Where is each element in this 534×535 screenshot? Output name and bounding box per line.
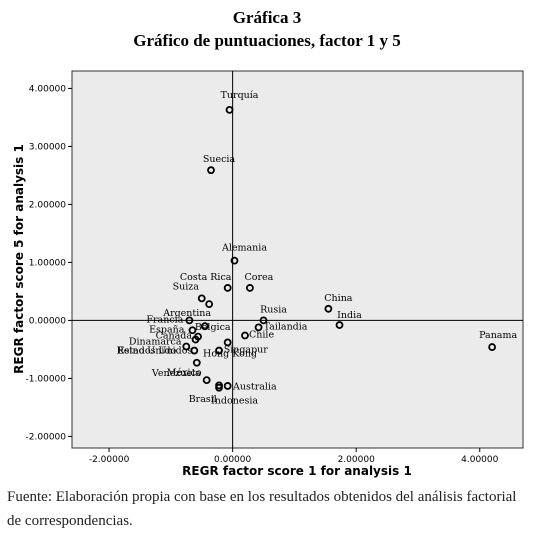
data-point-label: Rusia xyxy=(260,304,287,315)
data-point-label: Panama xyxy=(479,330,517,341)
data-point-label: México xyxy=(167,368,202,379)
x-axis-title: REGR factor score 1 for analysis 1 xyxy=(182,464,412,478)
data-point xyxy=(254,323,263,332)
data-point xyxy=(223,284,232,292)
data-point-label: India xyxy=(337,310,362,321)
data-point xyxy=(335,321,344,329)
data-point-label: Tailandia xyxy=(264,321,308,332)
x-tick-label: 2.00000 xyxy=(338,455,375,465)
figure-title: Gráfica 3 xyxy=(232,8,302,27)
data-point-label: Indonesia xyxy=(211,396,258,407)
y-tick-label: 1.00000 xyxy=(29,258,66,268)
data-point-label: Estados Unidos xyxy=(117,346,192,357)
data-point-label: Turquía xyxy=(221,90,259,101)
data-point-label: Singapur xyxy=(224,344,269,355)
data-point xyxy=(192,358,201,367)
x-tick-label: 0.00000 xyxy=(214,455,251,465)
data-point xyxy=(205,300,214,309)
y-axis: 4.00000 3.00000 2.00000 1.00000 0.00000 -1.00… xyxy=(26,84,72,442)
data-point xyxy=(182,342,191,351)
data-point-label: Brasil xyxy=(189,394,217,405)
data-point-label: Alemania xyxy=(221,243,267,254)
data-point xyxy=(225,105,234,114)
data-point xyxy=(200,322,209,331)
data-point-label: Reino Unido xyxy=(117,346,177,357)
data-point xyxy=(185,316,194,325)
data-point-label: Venezuela xyxy=(151,368,201,379)
data-point xyxy=(197,294,206,303)
y-tick-label: -2.00000 xyxy=(26,432,67,442)
data-point xyxy=(215,383,223,392)
data-point-label: Bélgica xyxy=(195,322,231,333)
data-point-label: Hong Kong xyxy=(203,349,257,360)
data-point xyxy=(207,166,215,175)
data-point-label: Chile xyxy=(249,329,274,340)
data-point-label: Canadá xyxy=(156,331,193,342)
data-point xyxy=(191,335,200,344)
scatter-chart: 4.00000 3.00000 2.00000 1.00000 0.00000 -1.00… xyxy=(12,70,524,478)
data-point-label: Suiza xyxy=(173,281,200,292)
y-tick-label: -1.00000 xyxy=(26,374,67,384)
data-point-label: Australia xyxy=(232,381,277,392)
data-point xyxy=(190,346,199,355)
data-point xyxy=(202,376,211,385)
data-point-label: Argentina xyxy=(162,308,211,319)
point-labels: Turquía Suecia Alemania Costa Rica Corea Suiz… xyxy=(117,90,518,407)
figure-subtitle: Gráfico de puntuaciones, factor 1 y 5 xyxy=(133,31,401,50)
data-point xyxy=(241,331,249,340)
y-tick-label: 3.00000 xyxy=(29,142,66,152)
data-point xyxy=(488,343,497,351)
plot-area xyxy=(71,70,524,449)
data-points xyxy=(182,105,497,392)
x-tick-label: -2.00000 xyxy=(89,455,130,465)
x-tick-label: 4.00000 xyxy=(461,455,498,465)
y-tick-label: 0.00000 xyxy=(29,316,66,326)
data-point-label: Dinamarca xyxy=(129,337,182,348)
y-tick-label: 2.00000 xyxy=(29,200,66,210)
y-axis-title: REGR factor score 5 for analysis 1 xyxy=(12,144,26,374)
data-point-label: Corea xyxy=(245,272,274,283)
figure-caption: Fuente: Elaboración propia con base en l… xyxy=(7,489,517,529)
data-point-label: China xyxy=(324,293,353,304)
reference-lines xyxy=(72,71,523,448)
y-tick-label: 4.00000 xyxy=(29,84,66,94)
data-point xyxy=(324,304,333,313)
data-point-label: España xyxy=(149,324,185,335)
data-point xyxy=(215,346,223,355)
data-point xyxy=(188,326,197,335)
data-point xyxy=(259,316,268,325)
data-point xyxy=(246,284,254,292)
data-point xyxy=(230,256,239,265)
data-point xyxy=(223,338,232,347)
x-axis: -2.00000 0.00000 2.00000 4.00000 xyxy=(89,448,499,465)
data-point-label: Costa Rica xyxy=(180,272,232,283)
data-point-label: Francia xyxy=(146,314,183,325)
data-point-label: Suecia xyxy=(203,154,236,165)
data-point xyxy=(223,382,232,390)
